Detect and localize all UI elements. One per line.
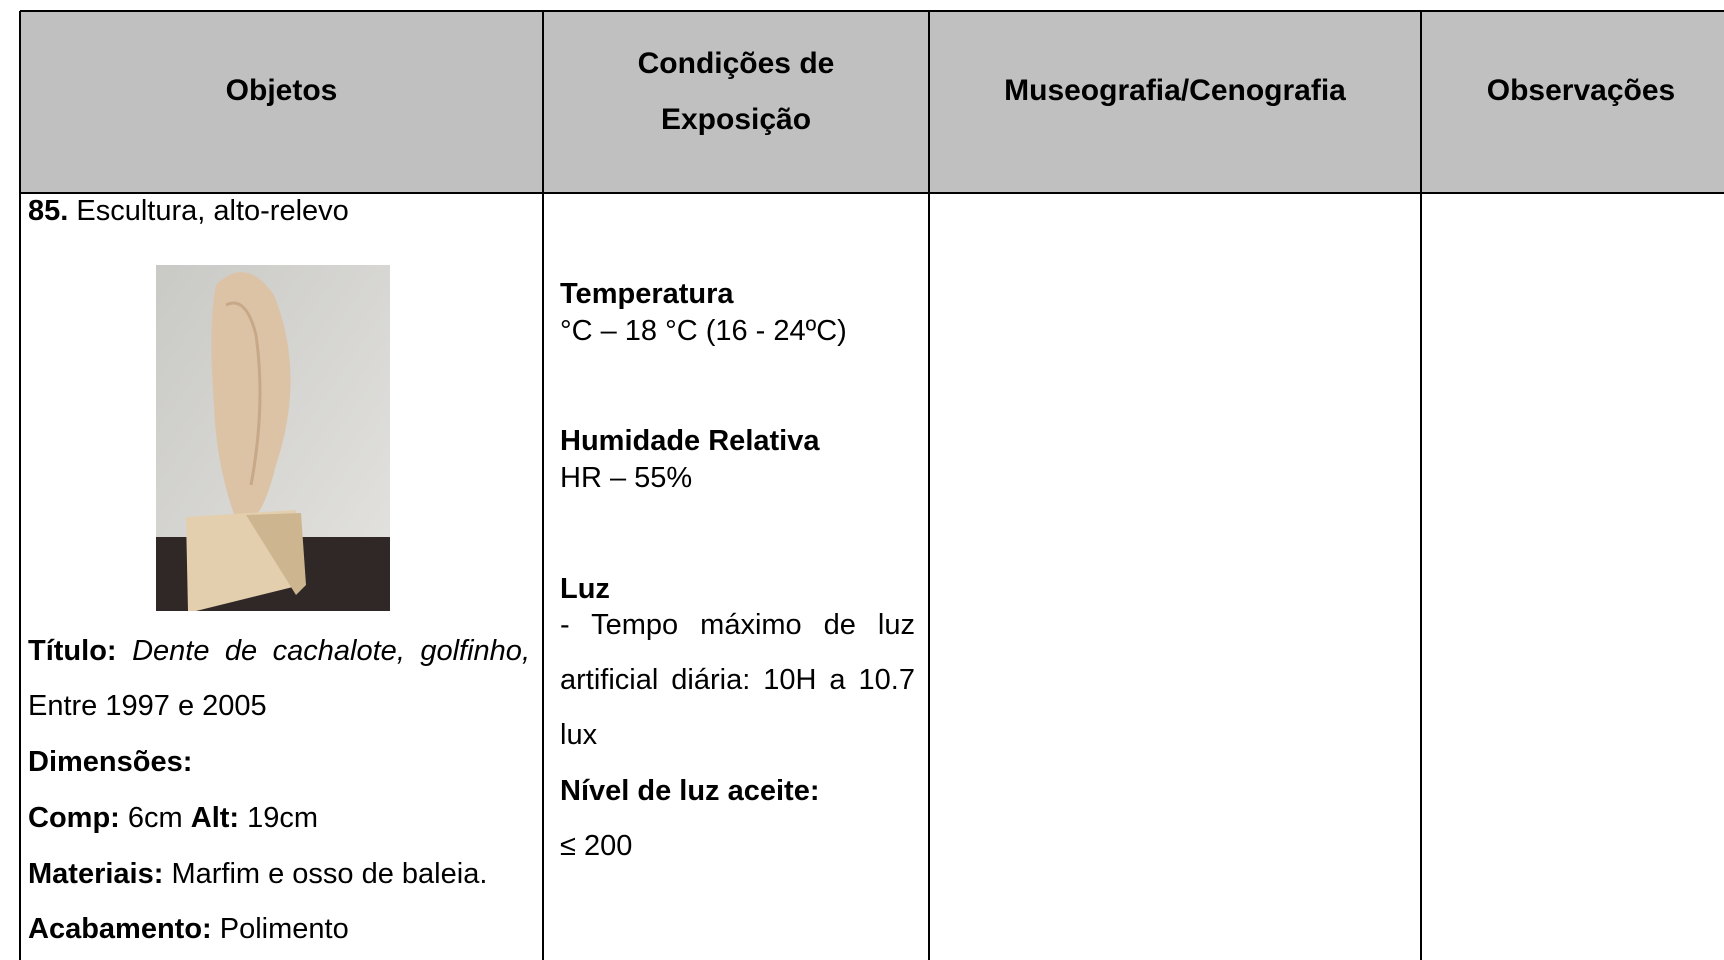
finish: Acabamento: Polimento bbox=[28, 902, 349, 957]
value: Polimento bbox=[219, 913, 349, 945]
humidity: Humidade Relativa HR – 55% bbox=[560, 423, 819, 497]
light-level-label: Nível de luz aceite: bbox=[560, 775, 820, 807]
value: 6cm bbox=[127, 802, 183, 834]
materials: Materiais: Marfim e osso de baleia. bbox=[28, 847, 487, 902]
border bbox=[20, 10, 1724, 12]
temperature: Temperatura °C – 18 °C (16 - 24ºC) bbox=[560, 276, 847, 350]
object-number: 85. bbox=[28, 195, 69, 227]
dimensions: Dimensões: bbox=[28, 735, 192, 790]
header-cell: Condições de Exposição bbox=[544, 36, 928, 148]
label: Materiais: bbox=[28, 858, 164, 890]
light-level: ≤ 200 bbox=[560, 830, 633, 862]
border bbox=[19, 11, 21, 960]
border bbox=[1420, 11, 1422, 960]
value: °C – 18 °C (16 - 24ºC) bbox=[560, 315, 847, 347]
label: Acabamento: bbox=[28, 913, 212, 945]
value: Dente de cachalote, golfinho, bbox=[132, 635, 530, 667]
header-line: Exposição bbox=[660, 103, 812, 136]
value: Entre 1997 e 2005 bbox=[28, 690, 267, 722]
header-line: Condições de bbox=[637, 47, 835, 80]
light-label: Luz bbox=[560, 573, 610, 605]
value: 19cm bbox=[247, 802, 319, 834]
border bbox=[928, 11, 930, 960]
header-cell: Museografia/Cenografia bbox=[1004, 74, 1346, 107]
object-title: Título: Dente de cachalote, golfinho, En… bbox=[28, 624, 530, 734]
label: Alt: bbox=[190, 802, 240, 834]
size: Comp: 6cm Alt: 19cm bbox=[28, 791, 318, 846]
label: Comp: bbox=[28, 802, 120, 834]
label: Humidade Relativa bbox=[560, 425, 820, 457]
object-description: Escultura, alto-relevo bbox=[76, 195, 349, 227]
border bbox=[20, 192, 1724, 194]
label: Dimensões: bbox=[28, 746, 193, 778]
object-heading: 85. Escultura, alto-relevo bbox=[28, 184, 349, 239]
value: Marfim e osso de baleia. bbox=[171, 858, 488, 890]
border bbox=[542, 11, 544, 960]
header-row bbox=[20, 11, 1724, 193]
header-cell: Objetos bbox=[225, 74, 338, 107]
label: Temperatura bbox=[560, 278, 734, 310]
light: - Tempo máximo de luz artificial diária:… bbox=[560, 609, 915, 751]
header-cell: Observações bbox=[1486, 74, 1676, 107]
value: HR – 55% bbox=[560, 462, 693, 494]
object-photo bbox=[156, 265, 390, 611]
label: Título: bbox=[28, 635, 117, 667]
